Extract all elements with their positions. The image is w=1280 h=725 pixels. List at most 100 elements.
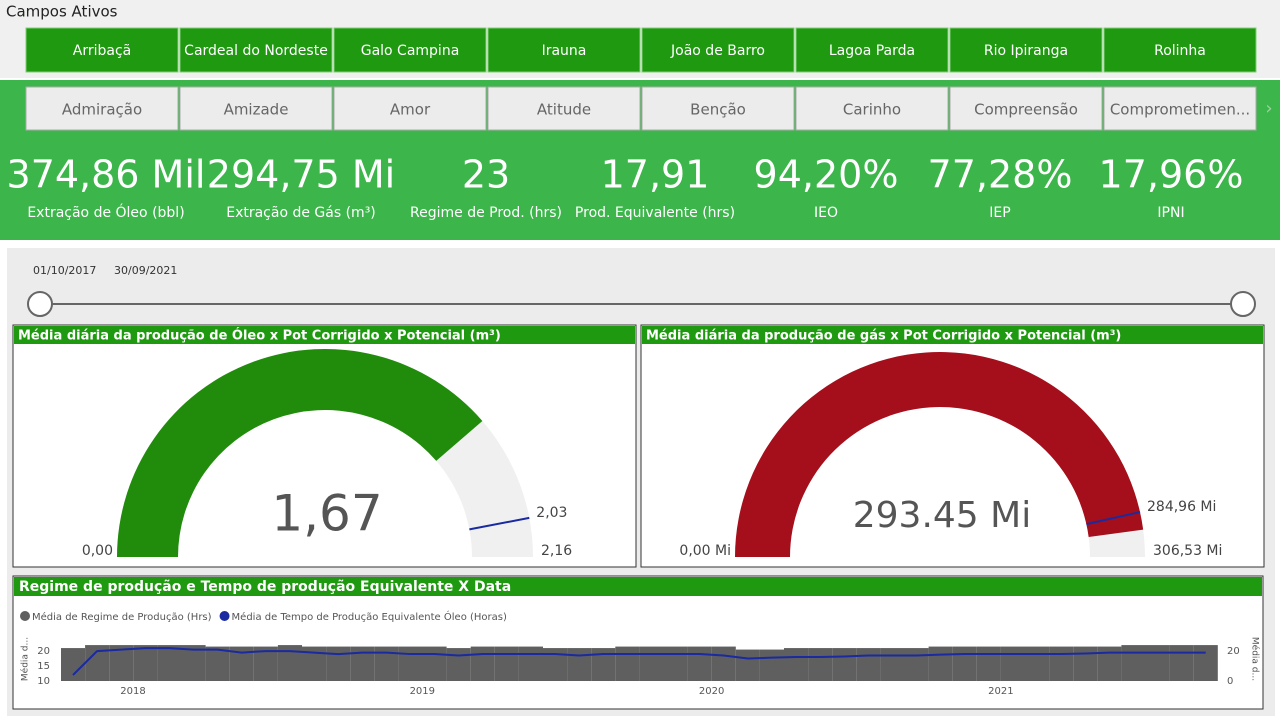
field-button[interactable] [949, 27, 1103, 73]
bar [1121, 645, 1146, 681]
filter-button[interactable] [25, 86, 179, 131]
field-button[interactable] [641, 27, 795, 73]
bar [1193, 645, 1218, 681]
field-label: Cardeal do Nordeste [184, 43, 328, 59]
field-button[interactable] [1103, 27, 1257, 73]
filter-label: Admiração [62, 101, 142, 119]
bar [61, 648, 86, 681]
y2-axis-label: Média d... [1250, 637, 1261, 681]
bar [952, 646, 977, 681]
x-tick-label: 2018 [120, 686, 145, 697]
gauge-target-label: 284,96 Mi [1147, 499, 1216, 515]
y-tick-label: 10 [37, 676, 50, 687]
date-end: 30/09/2021 [114, 264, 177, 277]
gauge-header [14, 326, 635, 344]
chart-panel [12, 575, 1264, 710]
bar [494, 646, 519, 681]
field-button[interactable] [333, 27, 487, 73]
bar [157, 645, 182, 681]
gauge-max: 306,53 Mi [1153, 543, 1222, 559]
bar [832, 648, 857, 681]
gauge-max: 2,16 [541, 543, 572, 559]
kpi-label: IEP [989, 205, 1010, 221]
gauge-title: Média diária da produção de Óleo x Pot C… [18, 328, 501, 344]
x-tick-label: 2020 [699, 686, 724, 697]
kpi-label: Extração de Gás (m³) [226, 205, 376, 221]
bar [422, 646, 447, 681]
bar [759, 649, 784, 681]
bar [326, 646, 351, 681]
bar [856, 648, 881, 681]
bar [808, 648, 833, 681]
gauge-target-label: 2,03 [536, 505, 567, 521]
field-button[interactable] [795, 27, 949, 73]
bar [904, 648, 929, 681]
filter-button[interactable] [949, 86, 1103, 131]
legend-label: Média de Tempo de Produção Equivalente Ó… [232, 610, 507, 623]
filter-label: Amor [390, 101, 431, 119]
bar [976, 646, 1001, 681]
filter-button[interactable] [641, 86, 795, 131]
legend-marker [20, 611, 30, 621]
kpi-value: 94,20% [754, 153, 899, 197]
filter-label: Amizade [224, 101, 289, 119]
y-axis-label: Média d... [20, 637, 31, 681]
kpi-label: IEO [814, 205, 838, 221]
y2-tick-label: 0 [1227, 676, 1233, 687]
gauge-header [642, 326, 1263, 344]
filter-button[interactable] [333, 86, 487, 131]
chart-header [14, 577, 1262, 596]
bar [1073, 646, 1098, 681]
bar [567, 648, 592, 681]
bar [663, 646, 688, 681]
bar [735, 649, 760, 681]
bar [1169, 645, 1194, 681]
filter-label: Comprometimen... [1110, 101, 1250, 119]
chart-title: Regime de produção e Tempo de produção E… [19, 579, 511, 595]
filter-button[interactable] [487, 86, 641, 131]
filter-button[interactable] [1103, 86, 1257, 131]
kpi-label: IPNI [1157, 205, 1184, 221]
gauge-value: 293.45 Mi [853, 495, 1031, 536]
bar [205, 646, 230, 681]
slider-handle[interactable] [1230, 291, 1256, 317]
bar [543, 648, 568, 681]
field-label: João de Barro [670, 43, 765, 59]
bar [1145, 645, 1170, 681]
x-tick-label: 2019 [410, 686, 435, 697]
y-tick-label: 15 [37, 661, 50, 672]
bar [639, 646, 664, 681]
bar [470, 646, 495, 681]
field-label: Irauna [542, 43, 587, 59]
header-title: Campos Ativos [6, 3, 118, 21]
gauge-target [469, 516, 530, 531]
kpi-value: 23 [462, 153, 510, 197]
x-tick-label: 2021 [988, 686, 1013, 697]
gauge-value-arc [735, 351, 1144, 557]
kpi-value: 374,86 Mil [7, 153, 206, 197]
gauge-min: 0,00 Mi [679, 543, 731, 559]
field-label: Galo Campina [361, 43, 460, 59]
line [72, 647, 1206, 676]
bar [591, 648, 616, 681]
field-label: Arribaçã [73, 43, 131, 59]
scroll-arrow[interactable]: › [1265, 98, 1272, 119]
field-button[interactable] [25, 27, 179, 73]
field-label: Lagoa Parda [829, 43, 915, 59]
slider-handle[interactable] [27, 291, 53, 317]
gauge-target [1086, 511, 1141, 526]
filter-button[interactable] [795, 86, 949, 131]
bar [928, 646, 953, 681]
filter-button[interactable] [179, 86, 333, 131]
gauge-value-arc [117, 348, 483, 557]
bar [446, 648, 471, 681]
kpi-label: Extração de Óleo (bbl) [27, 203, 184, 221]
bar [1000, 646, 1025, 681]
legend-marker [219, 611, 230, 621]
bar [784, 648, 809, 681]
bar [880, 648, 905, 681]
field-button[interactable] [179, 27, 333, 73]
field-label: Rio Ipiranga [984, 43, 1068, 59]
field-button[interactable] [487, 27, 641, 73]
bar [133, 645, 158, 681]
